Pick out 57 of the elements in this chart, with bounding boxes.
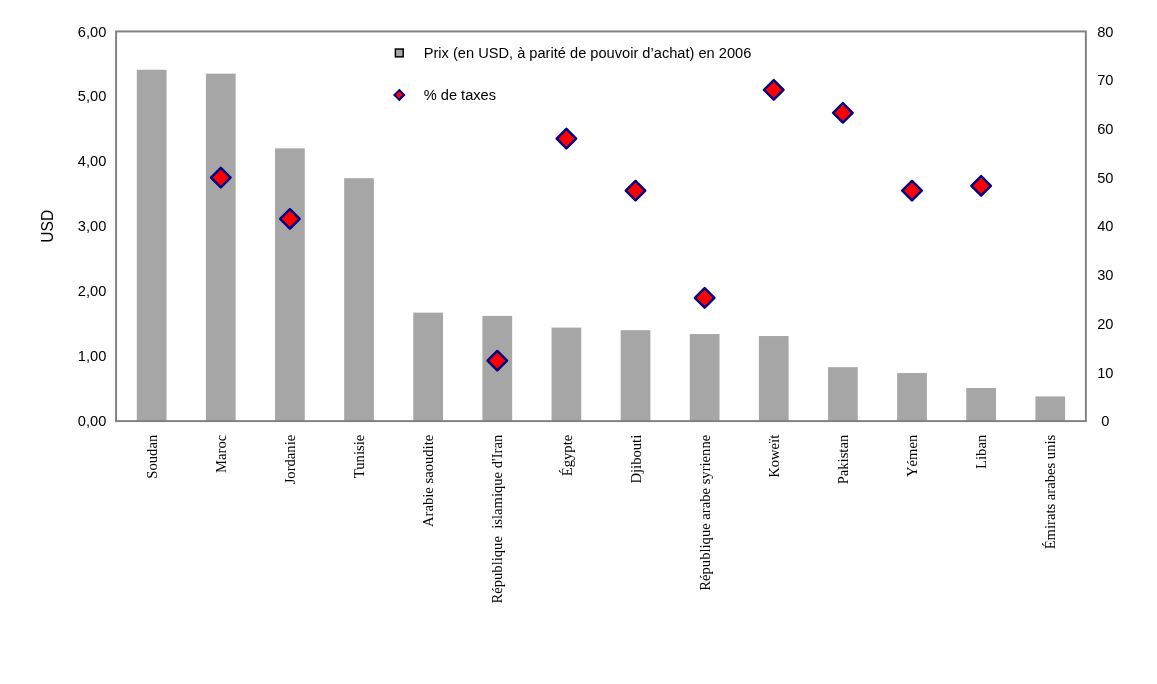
y2-tick-label: 70	[1097, 72, 1114, 89]
point	[209, 166, 232, 189]
bar	[620, 330, 651, 422]
point	[693, 286, 716, 309]
y2-tick-label: 50	[1097, 169, 1114, 186]
x-tick-label: République arabe syrienne	[696, 434, 713, 591]
point	[278, 207, 301, 230]
y-tick-label: 6,00	[77, 23, 107, 40]
y2-tick-label: 30	[1097, 267, 1114, 284]
y-tick-label: 4,00	[77, 153, 107, 170]
bar	[275, 148, 305, 422]
bar	[482, 315, 513, 422]
legend-label: % de taxes	[423, 87, 497, 104]
bar	[897, 373, 927, 422]
x-tick-label: Djibouti	[627, 434, 644, 484]
bar	[689, 334, 720, 422]
point	[555, 127, 578, 150]
y-tick-label: 3,00	[77, 218, 107, 235]
bar	[205, 73, 236, 422]
point	[762, 78, 785, 101]
x-tick-label: Émirats arabes unis	[1042, 434, 1059, 550]
y2-tick-label: 20	[1097, 315, 1114, 332]
bar	[966, 387, 996, 422]
x-tick-label: Tunisie	[351, 434, 368, 479]
y-tick-label: 2,00	[77, 283, 107, 300]
bar	[344, 178, 374, 422]
y2-tick-label: 80	[1097, 23, 1114, 40]
bar	[758, 336, 789, 422]
y2-tick-label: 60	[1097, 120, 1114, 137]
x-tick-label: Koweït	[765, 434, 782, 478]
x-tick-label: Arabie saoudite	[420, 434, 437, 527]
y-tick-label: 1,00	[77, 348, 107, 365]
legend-label: Prix (en USD, à parité de pouvoir d’achat) en 2006	[423, 45, 752, 62]
y2-tick-label: 0	[1101, 413, 1110, 430]
x-tick-label: Soudan	[143, 434, 160, 479]
x-tick-label: Pakistan	[835, 434, 852, 485]
point	[901, 179, 923, 202]
point	[831, 101, 854, 124]
x-tick-label: Jordanie	[282, 434, 299, 485]
x-tick-label: Égypte	[558, 434, 575, 477]
point	[624, 179, 647, 202]
bar	[551, 327, 582, 422]
y2-tick-label: 40	[1097, 218, 1114, 235]
x-tick-label: Liban	[973, 434, 990, 469]
y-tick-label: 5,00	[77, 88, 107, 105]
x-tick-label: République islamique d'Iran	[489, 434, 506, 604]
point	[486, 349, 509, 372]
x-tick-label: Yémen	[904, 434, 921, 478]
y-axis-title: USD	[38, 209, 56, 243]
bar	[136, 69, 167, 422]
bar	[1035, 396, 1066, 422]
point	[970, 174, 993, 197]
x-tick-label: Maroc	[212, 434, 229, 473]
bar	[828, 367, 858, 422]
bar	[413, 312, 444, 422]
y-tick-label: 0,00	[77, 413, 107, 430]
y2-tick-label: 10	[1097, 364, 1114, 381]
